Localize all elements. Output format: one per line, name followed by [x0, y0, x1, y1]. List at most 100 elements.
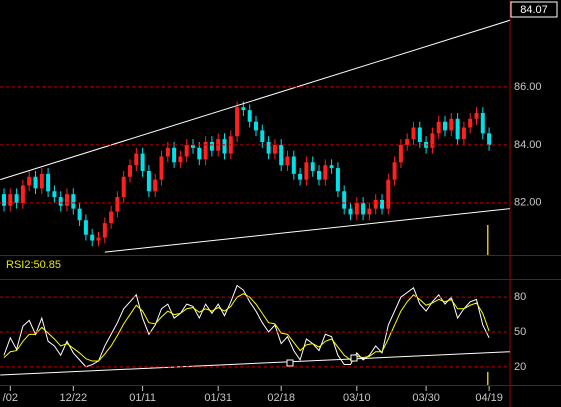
candle-body: [153, 179, 158, 192]
candle-body: [203, 141, 208, 160]
y-tick-label: 82.00: [514, 197, 542, 209]
candle-body: [165, 147, 170, 157]
y-tick-label: 20: [514, 361, 526, 373]
candle-body: [71, 194, 76, 209]
y-tick-label: 50: [514, 326, 526, 338]
candle-body: [373, 199, 378, 209]
candle-body: [184, 144, 189, 157]
candle-body: [487, 133, 492, 145]
candle-body: [58, 197, 63, 206]
candle-body: [96, 237, 101, 241]
candle-body: [241, 107, 246, 111]
candle-body: [159, 156, 164, 180]
rsi-panel: [0, 284, 510, 376]
x-tick-label: 01/11: [129, 392, 156, 404]
candle-body: [317, 170, 321, 180]
candle-body: [146, 170, 151, 192]
candle-body: [354, 202, 359, 215]
pivot-marker: [350, 354, 358, 362]
trendline: [0, 19, 510, 181]
candle-body: [285, 156, 290, 166]
trendline: [0, 351, 510, 376]
candle-body: [279, 144, 284, 166]
candle-body: [235, 107, 240, 137]
x-tick-label: 03/30: [412, 392, 440, 404]
y-tick-label: 86.00: [514, 81, 542, 93]
last-price: 84.07: [520, 4, 548, 16]
candle-body: [298, 173, 303, 180]
y-tick-label: 84.00: [514, 139, 542, 151]
candle-body: [443, 121, 447, 131]
candle-body: [65, 194, 69, 206]
indicator-label: RSI2:50.85: [6, 259, 61, 271]
candle-body: [109, 211, 114, 224]
candle-body: [405, 139, 410, 145]
candle-body: [191, 144, 195, 148]
x-tick-label: 02/18: [267, 392, 295, 404]
candle-body: [172, 147, 177, 163]
candle-body: [455, 118, 460, 140]
candle-body: [480, 113, 485, 134]
candle-body: [121, 176, 126, 198]
candle-body: [411, 127, 416, 140]
candle-body: [83, 220, 88, 235]
axes: 86.00 84.00 82.00/02 12/22 01/11 01/31 02/18 03…: [0, 81, 542, 404]
candle-body: [8, 194, 13, 206]
candle-body: [398, 144, 403, 163]
x-tick-label: 04/19: [475, 392, 503, 404]
candle-body: [361, 202, 366, 215]
candle-body: [115, 197, 120, 212]
candle-body: [102, 223, 107, 238]
candle-body: [77, 208, 82, 221]
candle-body: [197, 147, 202, 160]
candle-body: [27, 176, 32, 186]
candle-body: [310, 162, 315, 171]
candle-body: [20, 185, 25, 203]
candle-body: [33, 176, 38, 189]
candle-body: [2, 194, 6, 206]
candle-body: [260, 130, 265, 142]
x-tick-label: /02: [3, 392, 18, 404]
candle-body: [140, 153, 145, 171]
candle-body: [335, 168, 340, 192]
candle-body: [247, 110, 252, 122]
candle-body: [380, 199, 384, 209]
candle-body: [254, 121, 258, 131]
pivot-marker: [286, 359, 294, 367]
candle-body: [222, 139, 227, 154]
x-tick-label: 01/31: [204, 392, 232, 404]
candle-body: [304, 162, 309, 180]
candle-body: [134, 153, 139, 166]
candle-body: [348, 208, 353, 215]
price-panel: [0, 19, 510, 253]
last-price-box: [510, 1, 558, 18]
candle-body: [392, 162, 397, 180]
candle-body: [329, 165, 334, 169]
candle-body: [342, 191, 347, 209]
candle-body: [468, 118, 473, 128]
candle-body: [461, 127, 466, 140]
y-tick-label: 80: [514, 291, 526, 303]
candle-body: [39, 173, 44, 189]
rsi-line: [3, 284, 490, 368]
candle-body: [46, 173, 51, 192]
candle-body: [128, 165, 132, 177]
candle-body: [209, 141, 214, 151]
candle-body: [90, 234, 95, 241]
candle-body: [436, 121, 441, 134]
candle-body: [417, 127, 422, 142]
candle-body: [272, 144, 277, 154]
x-tick-label: 12/22: [60, 392, 88, 404]
candle-body: [178, 156, 183, 163]
trendline: [104, 208, 510, 253]
candle-body: [266, 141, 271, 154]
candle-body: [430, 133, 435, 148]
candle-body: [14, 194, 19, 203]
x-tick-label: 03/10: [343, 392, 371, 404]
candle-body: [323, 165, 328, 180]
candle-body: [291, 156, 296, 174]
candle-body: [386, 179, 391, 209]
